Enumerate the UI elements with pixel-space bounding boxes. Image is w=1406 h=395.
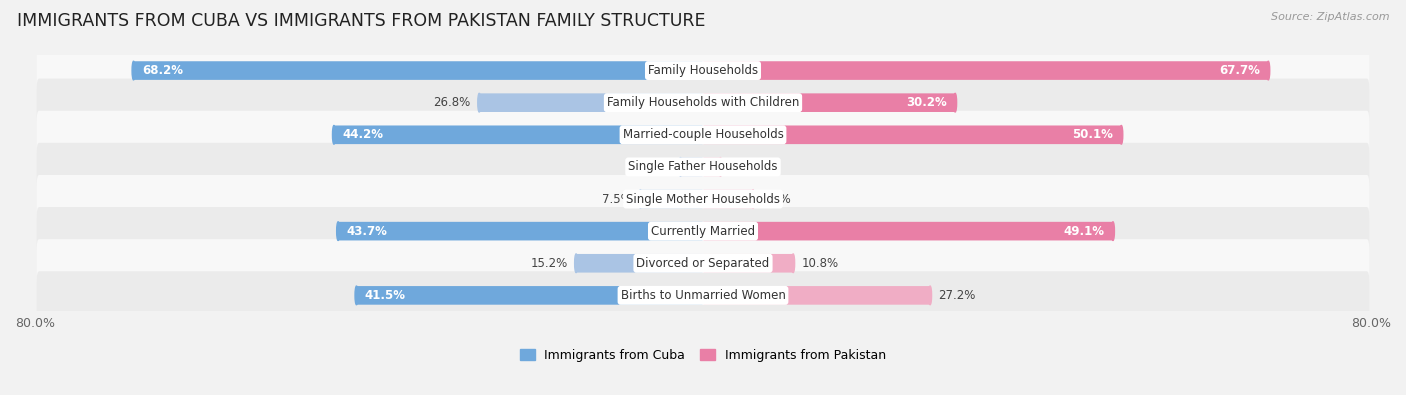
Text: 26.8%: 26.8% [433, 96, 471, 109]
Text: Births to Unmarried Women: Births to Unmarried Women [620, 289, 786, 302]
Ellipse shape [356, 286, 359, 305]
Ellipse shape [575, 254, 578, 273]
Ellipse shape [718, 158, 723, 176]
FancyBboxPatch shape [37, 47, 1369, 95]
FancyBboxPatch shape [37, 271, 1369, 320]
Ellipse shape [752, 190, 755, 208]
FancyBboxPatch shape [703, 93, 955, 112]
FancyBboxPatch shape [37, 111, 1369, 159]
Text: 6.0%: 6.0% [762, 192, 792, 205]
Text: Married-couple Households: Married-couple Households [623, 128, 783, 141]
Ellipse shape [638, 190, 641, 208]
Text: Divorced or Separated: Divorced or Separated [637, 257, 769, 270]
Text: 44.2%: 44.2% [342, 128, 384, 141]
Text: 2.1%: 2.1% [728, 160, 759, 173]
FancyBboxPatch shape [337, 222, 703, 241]
Ellipse shape [679, 158, 682, 176]
Text: Family Households with Children: Family Households with Children [607, 96, 799, 109]
FancyBboxPatch shape [703, 61, 1268, 80]
Ellipse shape [792, 254, 794, 273]
FancyBboxPatch shape [479, 93, 703, 112]
Text: 30.2%: 30.2% [905, 96, 946, 109]
Text: Source: ZipAtlas.com: Source: ZipAtlas.com [1271, 12, 1389, 22]
FancyBboxPatch shape [703, 222, 1114, 241]
Ellipse shape [1267, 61, 1270, 80]
Text: 7.5%: 7.5% [602, 192, 633, 205]
FancyBboxPatch shape [134, 61, 703, 80]
Text: Currently Married: Currently Married [651, 225, 755, 238]
Text: IMMIGRANTS FROM CUBA VS IMMIGRANTS FROM PAKISTAN FAMILY STRUCTURE: IMMIGRANTS FROM CUBA VS IMMIGRANTS FROM … [17, 12, 706, 30]
Text: 41.5%: 41.5% [364, 289, 406, 302]
Text: Family Households: Family Households [648, 64, 758, 77]
FancyBboxPatch shape [703, 126, 1122, 144]
Ellipse shape [336, 222, 340, 241]
FancyBboxPatch shape [37, 207, 1369, 255]
FancyBboxPatch shape [703, 158, 720, 176]
FancyBboxPatch shape [703, 190, 754, 208]
Ellipse shape [332, 126, 336, 144]
FancyBboxPatch shape [703, 254, 793, 273]
Ellipse shape [478, 93, 481, 112]
Ellipse shape [929, 286, 932, 305]
Text: 49.1%: 49.1% [1063, 225, 1105, 238]
FancyBboxPatch shape [37, 175, 1369, 223]
Text: 43.7%: 43.7% [346, 225, 387, 238]
Ellipse shape [953, 93, 956, 112]
Text: 15.2%: 15.2% [530, 257, 568, 270]
FancyBboxPatch shape [335, 126, 703, 144]
FancyBboxPatch shape [37, 143, 1369, 191]
FancyBboxPatch shape [37, 79, 1369, 127]
FancyBboxPatch shape [357, 286, 703, 305]
Ellipse shape [132, 61, 135, 80]
FancyBboxPatch shape [703, 286, 931, 305]
FancyBboxPatch shape [640, 190, 703, 208]
Text: 68.2%: 68.2% [142, 64, 183, 77]
Text: 2.7%: 2.7% [643, 160, 672, 173]
Ellipse shape [1121, 126, 1123, 144]
FancyBboxPatch shape [681, 158, 703, 176]
Ellipse shape [1112, 222, 1115, 241]
Text: Single Father Households: Single Father Households [628, 160, 778, 173]
FancyBboxPatch shape [576, 254, 703, 273]
Text: 27.2%: 27.2% [938, 289, 976, 302]
Text: 67.7%: 67.7% [1219, 64, 1260, 77]
Text: 10.8%: 10.8% [801, 257, 838, 270]
Text: 50.1%: 50.1% [1073, 128, 1114, 141]
Text: Single Mother Households: Single Mother Households [626, 192, 780, 205]
FancyBboxPatch shape [37, 239, 1369, 287]
Legend: Immigrants from Cuba, Immigrants from Pakistan: Immigrants from Cuba, Immigrants from Pa… [519, 349, 887, 362]
